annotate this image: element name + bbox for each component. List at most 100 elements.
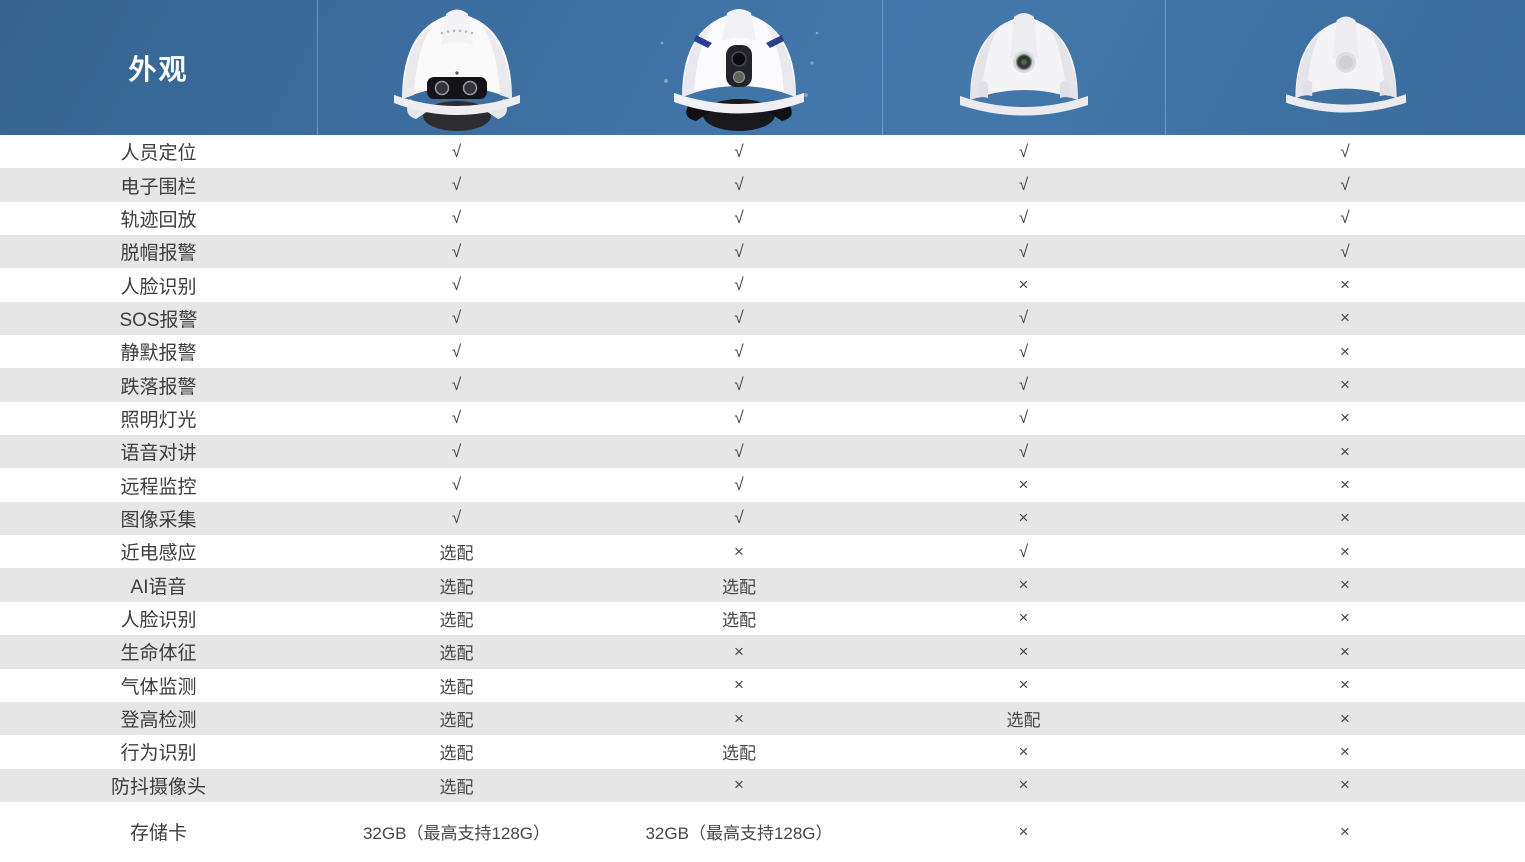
feature-value-a: 选配 xyxy=(439,610,474,630)
feature-value-a: 选配 xyxy=(439,711,474,731)
feature-value-c: × xyxy=(1018,475,1029,495)
feature-value-d: × xyxy=(1340,408,1350,428)
table-row: AI语音 选配 选配 × × xyxy=(0,568,1525,602)
feature-value-b: √ xyxy=(734,375,744,395)
feature-value-a: 选配 xyxy=(439,677,474,697)
feature-label: 人员定位 xyxy=(120,143,197,165)
feature-value-d: × xyxy=(1340,775,1350,795)
feature-value-d: × xyxy=(1340,708,1350,728)
table-row: 气体监测 选配 × × × xyxy=(0,668,1525,702)
feature-value-b: √ xyxy=(734,475,744,495)
feature-value-c: √ xyxy=(1018,341,1029,361)
feature-value-d: × xyxy=(1340,641,1350,661)
feature-value-b: × xyxy=(734,675,744,695)
table-row: 电子围栏 √ √ √ √ xyxy=(0,168,1525,202)
feature-value-b: √ xyxy=(734,508,744,528)
helmet-front-lens-icon xyxy=(960,12,1088,115)
product-column-b xyxy=(596,0,882,135)
feature-value-a: √ xyxy=(451,141,462,161)
feature-value-d: × xyxy=(1340,821,1350,841)
feature-value-b: √ xyxy=(734,408,744,428)
feature-value-c: × xyxy=(1018,641,1029,661)
table-row: 人员定位 √ √ √ √ xyxy=(0,135,1525,169)
feature-value-d: √ xyxy=(1340,141,1350,161)
feature-value-b: √ xyxy=(734,208,744,228)
feature-value-c: √ xyxy=(1018,208,1029,228)
feature-value-d: × xyxy=(1340,375,1350,395)
feature-value-a: √ xyxy=(451,341,462,361)
feature-value-d: × xyxy=(1340,441,1350,461)
feature-value-c: 选配 xyxy=(1006,711,1041,731)
feature-value-b: √ xyxy=(734,441,744,461)
feature-label: 远程监控 xyxy=(120,476,197,498)
feature-value-a: 选配 xyxy=(439,577,474,597)
feature-value-d: √ xyxy=(1340,241,1350,261)
feature-value-a: √ xyxy=(451,475,462,495)
feature-label: 气体监测 xyxy=(120,676,197,698)
feature-value-b: 选配 xyxy=(722,610,756,630)
feature-value-a: √ xyxy=(451,408,462,428)
feature-label: 登高检测 xyxy=(120,710,197,732)
table-row: 语音对讲 √ √ √ × xyxy=(0,435,1525,469)
feature-value-b: 选配 xyxy=(722,744,756,764)
feature-value-b: 32GB（最高支持128G） xyxy=(645,824,833,844)
feature-label: 轨迹回放 xyxy=(120,209,197,231)
feature-label: 行为识别 xyxy=(120,743,197,765)
feature-value-c: × xyxy=(1018,608,1029,628)
feature-value-a: √ xyxy=(451,208,462,228)
feature-label: 存储卡 xyxy=(129,823,187,845)
feature-value-b: × xyxy=(734,775,744,795)
feature-value-a: 选配 xyxy=(439,544,474,564)
table-row: 生命体征 选配 × × × xyxy=(0,635,1525,669)
helmet-front-camera-icon xyxy=(660,8,819,131)
appearance-title-cell: 外观 xyxy=(0,0,317,135)
feature-value-b: 选配 xyxy=(722,577,756,597)
feature-value-c: √ xyxy=(1018,441,1029,461)
feature-label: 电子围栏 xyxy=(120,176,197,198)
feature-label: AI语音 xyxy=(130,576,187,598)
feature-value-c: × xyxy=(1018,275,1029,295)
feature-label: 静默报警 xyxy=(120,343,197,365)
helmet-plain-icon xyxy=(1285,15,1406,113)
feature-table: 人员定位 √ √ √ √ 电子围栏 √ √ √ √ 轨迹回放 √ √ √ √ 脱… xyxy=(0,135,1525,862)
table-row: 人脸识别 选配 选配 × × xyxy=(0,601,1525,636)
feature-value-b: × xyxy=(734,708,744,728)
feature-value-a: √ xyxy=(451,275,462,295)
feature-value-a: √ xyxy=(451,375,462,395)
feature-value-c: √ xyxy=(1018,541,1029,561)
feature-value-a: 选配 xyxy=(439,744,474,764)
feature-value-d: × xyxy=(1340,508,1350,528)
feature-label: 照明灯光 xyxy=(120,409,197,431)
table-row: 人脸识别 √ √ × × xyxy=(0,268,1525,302)
feature-value-d: × xyxy=(1340,541,1350,561)
feature-value-b: √ xyxy=(734,175,744,195)
feature-label: 防抖摄像头 xyxy=(110,776,206,798)
feature-value-b: √ xyxy=(734,275,744,295)
page-title: 外观 xyxy=(128,53,189,85)
feature-value-a: √ xyxy=(451,441,462,461)
feature-value-d: × xyxy=(1340,741,1350,761)
table-row: 行为识别 选配 选配 × × xyxy=(0,735,1525,769)
table-row: 防抖摄像头 选配 × × × xyxy=(0,768,1525,802)
feature-value-d: √ xyxy=(1340,208,1350,228)
feature-value-c: × xyxy=(1018,741,1029,761)
table-row: 存储卡 32GB（最高支持128G） 32GB（最高支持128G） × × xyxy=(0,801,1525,862)
feature-value-c: × xyxy=(1018,675,1029,695)
product-column-d xyxy=(1165,0,1525,135)
feature-value-a: 选配 xyxy=(439,777,474,797)
feature-label: 图像采集 xyxy=(120,509,197,531)
feature-value-c: × xyxy=(1018,508,1029,528)
feature-value-c: √ xyxy=(1018,308,1029,328)
table-row: 图像采集 √ √ × × xyxy=(0,501,1525,536)
table-row: 远程监控 √ √ × × xyxy=(0,468,1525,502)
table-row: 近电感应 选配 × √ × xyxy=(0,535,1525,569)
feature-label: 生命体征 xyxy=(120,643,197,665)
feature-label: SOS报警 xyxy=(119,309,198,331)
feature-value-c: √ xyxy=(1018,375,1029,395)
feature-value-b: √ xyxy=(734,308,744,328)
feature-value-d: × xyxy=(1340,341,1350,361)
feature-value-a: √ xyxy=(451,241,462,261)
feature-value-d: × xyxy=(1340,275,1350,295)
feature-value-c: × xyxy=(1018,821,1029,841)
